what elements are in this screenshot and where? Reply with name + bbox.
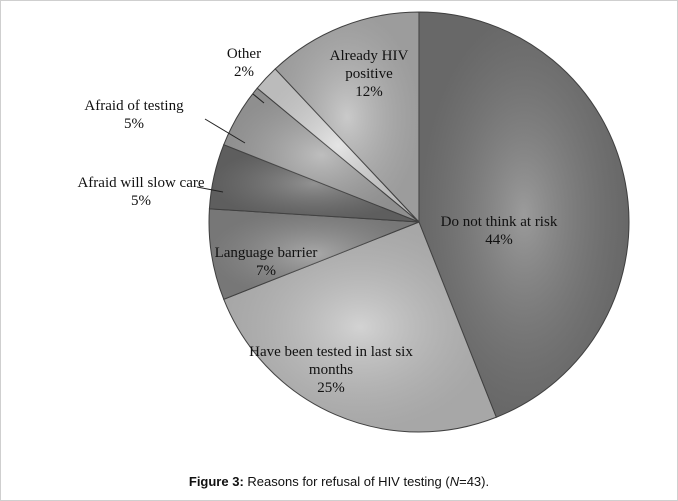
caption-text: Reasons for refusal of HIV testing (: [243, 474, 450, 489]
slice-shade: [257, 68, 419, 222]
leader-line: [252, 93, 265, 104]
slice-shade: [223, 88, 419, 222]
slice-label: Have been tested in last six months 25%: [241, 343, 421, 397]
percent-label: 2%: [234, 64, 254, 80]
category-name: Have been tested in last six months: [249, 344, 413, 378]
percent-label: 44%: [485, 232, 513, 248]
leader-line: [196, 186, 224, 193]
slice-label: Afraid of testing 5%: [59, 97, 209, 133]
caption: Figure 3: Reasons for refusal of HIV tes…: [1, 474, 677, 489]
slice-label: Afraid will slow care 5%: [76, 174, 206, 210]
category-name: Do not think at risk: [440, 214, 558, 230]
slice-shade: [275, 12, 419, 222]
slice-label: Language barrier 7%: [201, 244, 331, 280]
slice-shade: [209, 144, 419, 222]
slice-shade: [419, 11, 630, 418]
percent-label: 5%: [124, 116, 144, 132]
slice-shade: [208, 208, 419, 300]
percent-label: 5%: [131, 193, 151, 209]
percent-label: 7%: [256, 263, 276, 279]
slice-label: Do not think at risk 44%: [424, 213, 574, 249]
slice-label: Already HIV positive 12%: [314, 47, 424, 101]
percent-label: 25%: [317, 380, 345, 396]
caption-end: =43).: [459, 474, 490, 489]
category-name: Already HIV positive: [329, 48, 409, 82]
category-name: Afraid of testing: [84, 98, 184, 114]
slice-shade: [223, 222, 497, 432]
category-name: Language barrier: [214, 245, 318, 261]
category-name: Afraid will slow care: [77, 175, 205, 191]
caption-label: Figure 3:: [188, 474, 244, 489]
caption-italic: N: [449, 474, 460, 489]
pie-area: [196, 11, 630, 433]
category-name: Other: [226, 46, 262, 62]
leader-line: [204, 118, 246, 144]
slice-label: Other 2%: [214, 45, 274, 81]
percent-label: 12%: [355, 84, 383, 100]
